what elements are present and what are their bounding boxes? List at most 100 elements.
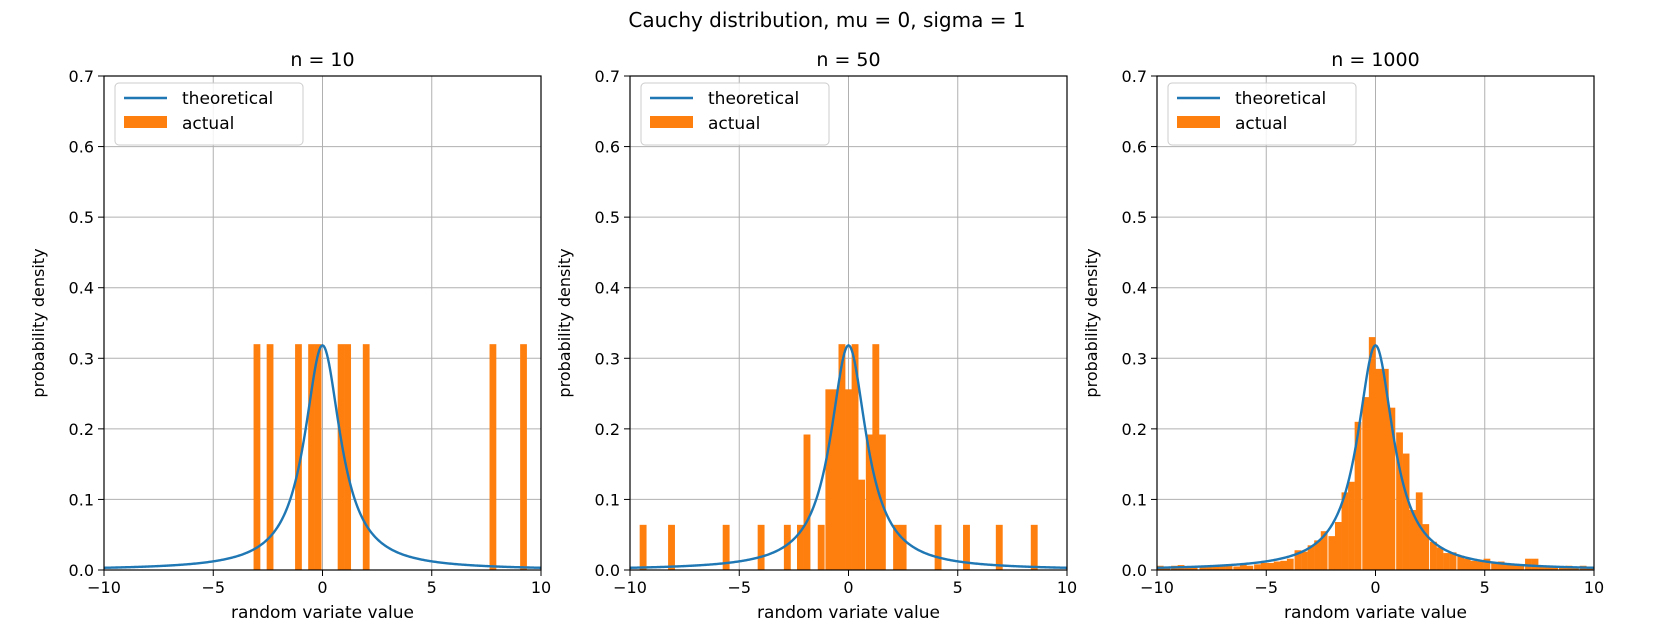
chart-3-histogram-bar (1206, 565, 1213, 570)
chart-3-histogram-bar (1294, 550, 1302, 570)
chart-3-histogram-bar (1558, 566, 1566, 570)
chart-2-histogram-bar (817, 524, 825, 570)
chart-3-histogram-bar (1301, 551, 1308, 570)
chart-1-histogram-bar (266, 344, 274, 570)
chart-3-histogram-bar (1430, 541, 1437, 570)
chart-1-x-tick-label: 10 (531, 578, 551, 597)
chart-1-x-tick-label: 5 (427, 578, 437, 597)
chart-2-y-tick-label: 0.3 (595, 349, 620, 368)
chart-2-legend: theoretical actual (640, 82, 830, 146)
chart-1-y-tick-label: 0.1 (69, 490, 94, 509)
chart-1-x-tick-label: 0 (317, 578, 327, 597)
chart-3-histogram-bar (1449, 552, 1457, 570)
chart-2-histogram-bar (796, 524, 804, 570)
chart-2-histogram-bar (783, 524, 791, 570)
chart-1-y-tick-label: 0.7 (69, 67, 94, 86)
chart-1-histogram-bar (520, 344, 527, 570)
chart-2-histogram-bar (963, 524, 970, 570)
chart-3-histogram-bar (1225, 565, 1233, 570)
chart-3-theoretical-line (1156, 344, 1595, 569)
chart-3-histogram-bar (1476, 561, 1484, 570)
chart-3-histogram-bar (1409, 510, 1417, 570)
chart-2-histogram-bar (757, 524, 765, 570)
chart-3-histogram-bar (1388, 407, 1396, 570)
chart-1-y-tick-label: 0.3 (69, 349, 94, 368)
chart-1-y-tick-label: 0.0 (69, 561, 94, 580)
chart-1-histogram-bar (308, 344, 315, 570)
chart-3-histogram-bar (1219, 565, 1226, 570)
chart-3-histogram-bar (1504, 564, 1512, 570)
chart-3-histogram-bar (1334, 522, 1342, 570)
chart-1-histogram-bar (489, 344, 497, 570)
chart-2-histogram-bar (722, 524, 730, 570)
chart-3-y-tick-label: 0.0 (1122, 561, 1147, 580)
chart-3-histogram-bar (1422, 524, 1430, 570)
chart-2-legend-actual-label: actual (708, 114, 760, 134)
chart-3-legend-theoretical-label: theoretical (1235, 89, 1326, 109)
chart-3-histogram-bar (1443, 553, 1450, 570)
chart-3-histogram-bar (1436, 547, 1444, 570)
chart-2-histogram-bar (838, 344, 846, 570)
chart-2-histogram-bar (899, 524, 907, 570)
chart-1-histogram-bar (362, 344, 370, 570)
chart-3-histogram-bar (1491, 562, 1498, 570)
chart-3-histogram-bar (1184, 567, 1191, 570)
chart-2-histogram-bar (851, 344, 859, 570)
chart-3-x-tick-label: −10 (1140, 578, 1174, 597)
chart-3-histogram-bar (1246, 565, 1254, 570)
chart-1-title: n = 10 (290, 49, 354, 71)
chart-3-histogram-bar (1483, 558, 1491, 570)
chart-3-histogram-bar (1538, 566, 1545, 570)
chart-2-histogram-bar (865, 434, 873, 570)
chart-2-histogram-bar (934, 524, 942, 570)
chart-2-histogram-bar (893, 524, 901, 570)
chart-2-histogram-bar (845, 389, 852, 570)
chart-3-histogram-bar (1260, 562, 1268, 570)
chart-2-x-tick-label: 10 (1057, 578, 1077, 597)
chart-3-histogram-bar (1286, 558, 1294, 570)
chart-3-histogram-bar (1402, 453, 1410, 570)
chart-3-histogram-bar (1233, 566, 1241, 570)
chart-3-y-axis-label: probability density (1082, 248, 1101, 397)
chart-3-x-tick-label: −5 (1254, 578, 1278, 597)
chart-1-legend-actual-label: actual (182, 114, 234, 134)
chart-3-histogram-bar (1280, 560, 1288, 570)
chart-2-x-tick-label: −10 (613, 578, 647, 597)
chart-2-y-tick-label: 0.5 (595, 208, 620, 227)
chart-3-histogram-bar (1273, 561, 1281, 570)
chart-2-y-tick-label: 0.0 (595, 561, 620, 580)
chart-3-histogram-bar (1572, 567, 1579, 570)
chart-1-y-tick-label: 0.5 (69, 208, 94, 227)
chart-3-histogram-bar (1314, 540, 1321, 570)
chart-3-histogram-bar (1328, 536, 1336, 570)
chart-1-histogram-bar (344, 344, 352, 570)
chart-3-legend: theoretical actual (1167, 82, 1357, 146)
chart-3-histogram-bar (1510, 565, 1518, 570)
chart-2-y-axis-label: probability density (555, 248, 574, 397)
figure-title: Cauchy distribution, mu = 0, sigma = 1 (628, 8, 1025, 32)
chart-2-histogram-bar (1030, 524, 1038, 570)
chart-3-histogram-bar (1531, 558, 1539, 570)
chart-1-x-tick-label: −5 (201, 578, 225, 597)
chart-1-y-axis-label: probability density (29, 248, 48, 397)
chart-3-histogram-bar (1463, 558, 1471, 570)
chart-2-legend-actual-swatch (650, 116, 693, 128)
chart-3-y-tick-label: 0.4 (1122, 279, 1147, 298)
chart-2-histogram-bar (668, 524, 675, 570)
chart-2-histogram-bar (831, 389, 839, 570)
chart-3-title: n = 1000 (1331, 49, 1419, 71)
chart-2-y-tick-label: 0.7 (595, 67, 620, 86)
chart-3-histogram-bar (1497, 561, 1505, 570)
chart-3-histogram-bar (1341, 492, 1349, 570)
chart-3-x-axis-label: random variate value (1284, 603, 1467, 623)
chart-1: −10 −5 0 5 10 0.0 0.1 0.2 0.3 0.4 0.5 0.6 0.7 n = 10 r… (29, 49, 551, 623)
chart-3-histogram-bar (1239, 564, 1247, 570)
chart-3-legend-actual-swatch (1177, 116, 1220, 128)
chart-2-y-tick-label: 0.1 (595, 490, 620, 509)
subplots: −10 −5 0 5 10 0.0 0.1 0.2 0.3 0.4 0.5 0.6 0.7 n = 10 r… (29, 49, 1604, 623)
chart-3-histogram-bar (1267, 562, 1275, 570)
chart-3-histogram-bar (1415, 492, 1423, 570)
chart-3-x-tick-label: 5 (1480, 578, 1490, 597)
chart-3-histogram-bar (1368, 337, 1376, 570)
